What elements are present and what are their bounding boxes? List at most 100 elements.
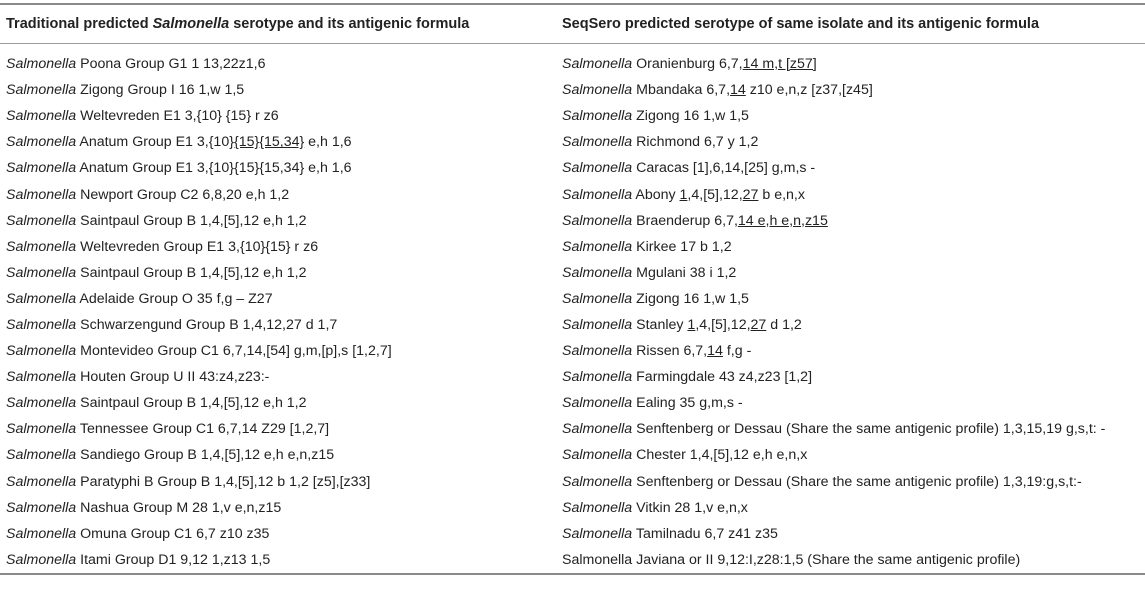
seqsero-serotype-cell: Salmonella Zigong 16 1,w 1,5 — [556, 103, 1145, 129]
header-seqsero-text: SeqSero predicted serotype of same isola… — [562, 16, 1040, 32]
genus-name: Salmonella — [6, 525, 77, 542]
traditional-serotype-cell: Salmonella Itami Group D1 9,12 1,z13 1,5 — [0, 547, 556, 573]
genus-name: Salmonella — [6, 264, 77, 281]
formula-text: z10 e,n,z [z37,[z45] — [745, 82, 873, 99]
underlined-antigen: 14 e,h e,n,z15 — [737, 212, 828, 229]
underlined-antigen: 27 — [742, 186, 759, 203]
table-row: Salmonella Saintpaul Group B 1,4,[5],12 … — [0, 390, 1145, 416]
formula-text: Zigong 16 1,w 1,5 — [632, 108, 749, 125]
seqsero-serotype-cell: Salmonella Javiana or II 9,12:I,z28:1,5 … — [556, 547, 1145, 573]
formula-text: Stanley — [632, 316, 688, 333]
formula-text: Tamilnadu 6,7 z41 z35 — [632, 525, 778, 542]
genus-name: Salmonella — [562, 212, 633, 229]
table-row: Salmonella Anatum Group E1 3,{10}{15}{15… — [0, 155, 1145, 181]
formula-text: Houten Group U II 43:z4,z23:- — [76, 369, 270, 386]
formula-text: Chester 1,4,[5],12 e,h e,n,x — [632, 447, 808, 464]
formula-text: ,4,[5],12, — [695, 316, 751, 333]
formula-text: Oranienburg 6,7, — [632, 56, 743, 73]
traditional-serotype-cell: Salmonella Schwarzengund Group B 1,4,12,… — [0, 312, 556, 338]
formula-text: Ealing 35 g,m,s - — [632, 395, 743, 412]
genus-name: Salmonella — [6, 108, 77, 125]
genus-name: Salmonella — [6, 499, 77, 516]
table-row: Salmonella Tennessee Group C1 6,7,14 Z29… — [0, 416, 1145, 442]
serotype-comparison-table: Traditional predicted Salmonella serotyp… — [0, 3, 1145, 575]
genus-name: Salmonella — [6, 447, 77, 464]
formula-text: ,4,[5],12, — [687, 186, 743, 203]
genus-name: Salmonella — [562, 343, 633, 360]
formula-text: Anatum Group E1 3,{10} — [76, 134, 234, 151]
seqsero-serotype-cell: Salmonella Braenderup 6,7,14 e,h e,n,z15 — [556, 208, 1145, 234]
formula-text: e,h 1,6 — [304, 134, 352, 151]
formula-text: Montevideo Group C1 6,7,14,[54] g,m,[p],… — [76, 343, 392, 360]
genus-name: Salmonella — [562, 316, 633, 333]
formula-text: Saintpaul Group B 1,4,[5],12 e,h 1,2 — [76, 395, 307, 412]
table-row: Salmonella Newport Group C2 6,8,20 e,h 1… — [0, 181, 1145, 207]
formula-text: Saintpaul Group B 1,4,[5],12 e,h 1,2 — [76, 212, 307, 229]
table-row: Salmonella Montevideo Group C1 6,7,14,[5… — [0, 338, 1145, 364]
genus-name: Salmonella — [6, 290, 77, 307]
formula-text: Itami Group D1 9,12 1,z13 1,5 — [76, 551, 271, 568]
traditional-serotype-cell: Salmonella Anatum Group E1 3,{10}{15}{15… — [0, 129, 556, 155]
traditional-serotype-cell: Salmonella Weltevreden E1 3,{10} {15} r … — [0, 103, 556, 129]
formula-text: d 1,2 — [766, 316, 802, 333]
seqsero-serotype-cell: Salmonella Senftenberg or Dessau (Share … — [556, 469, 1145, 495]
table-row: Salmonella Houten Group U II 43:z4,z23:-… — [0, 364, 1145, 390]
table-row: Salmonella Itami Group D1 9,12 1,z13 1,5… — [0, 547, 1145, 573]
formula-text: Omuna Group C1 6,7 z10 z35 — [76, 525, 270, 542]
seqsero-serotype-cell: Salmonella Caracas [1],6,14,[25] g,m,s - — [556, 155, 1145, 181]
table-row: Salmonella Adelaide Group O 35 f,g – Z27… — [0, 286, 1145, 312]
formula-text: Senftenberg or Dessau (Share the same an… — [632, 473, 1082, 490]
genus-name: Salmonella — [562, 238, 633, 255]
genus-name: Salmonella — [562, 473, 633, 490]
genus-name: Salmonella — [562, 447, 633, 464]
formula-text: Caracas [1],6,14,[25] g,m,s - — [632, 160, 816, 177]
seqsero-serotype-cell: Salmonella Oranienburg 6,7,14 m,t [z57] — [556, 44, 1145, 77]
formula-text: Vitkin 28 1,v e,n,x — [632, 499, 748, 516]
header-traditional-text-pre: Traditional predicted — [6, 16, 153, 32]
traditional-serotype-cell: Salmonella Poona Group G1 1 13,22z1,6 — [0, 44, 556, 77]
formula-text: Braenderup 6,7, — [632, 212, 738, 229]
header-row: Traditional predicted Salmonella serotyp… — [0, 5, 1145, 43]
genus-name: Salmonella — [6, 369, 77, 386]
seqsero-serotype-cell: Salmonella Kirkee 17 b 1,2 — [556, 234, 1145, 260]
genus-name: Salmonella — [562, 525, 633, 542]
traditional-serotype-cell: Salmonella Saintpaul Group B 1,4,[5],12 … — [0, 390, 556, 416]
genus-name: Salmonella — [562, 290, 633, 307]
seqsero-serotype-cell: Salmonella Tamilnadu 6,7 z41 z35 — [556, 521, 1145, 547]
formula-text: Abony — [632, 186, 680, 203]
formula-text: Newport Group C2 6,8,20 e,h 1,2 — [76, 186, 290, 203]
formula-text: Weltevreden Group E1 3,{10}{15} r z6 — [76, 238, 319, 255]
genus-name: Salmonella — [562, 499, 633, 516]
header-traditional-genus: Salmonella — [152, 16, 230, 32]
traditional-serotype-cell: Salmonella Anatum Group E1 3,{10}{15}{15… — [0, 155, 556, 181]
genus-name: Salmonella — [562, 134, 633, 151]
genus-name: Salmonella — [562, 186, 633, 203]
traditional-serotype-cell: Salmonella Adelaide Group O 35 f,g – Z27 — [0, 286, 556, 312]
formula-text: Kirkee 17 b 1,2 — [632, 238, 732, 255]
underlined-antigen: {15,34} — [259, 134, 305, 151]
seqsero-serotype-cell: Salmonella Chester 1,4,[5],12 e,h e,n,x — [556, 442, 1145, 468]
underlined-antigen: 1 — [679, 186, 688, 203]
seqsero-serotype-cell: Salmonella Richmond 6,7 y 1,2 — [556, 129, 1145, 155]
table-bottom-rule — [0, 572, 1145, 575]
underlined-antigen: 14 m,t [z57] — [742, 56, 817, 73]
formula-text: f,g - — [722, 343, 752, 360]
genus-name: Salmonella — [6, 134, 77, 151]
formula-text: Zigong Group I 16 1,w 1,5 — [76, 82, 245, 99]
genus-name: Salmonella — [6, 160, 77, 177]
table-row: Salmonella Nashua Group M 28 1,v e,n,z15… — [0, 495, 1145, 521]
genus-name: Salmonella — [562, 108, 633, 125]
table-row: Salmonella Paratyphi B Group B 1,4,[5],1… — [0, 469, 1145, 495]
formula-text: Tennessee Group C1 6,7,14 Z29 [1,2,7] — [76, 421, 330, 438]
table-row: Salmonella Weltevreden Group E1 3,{10}{1… — [0, 234, 1145, 260]
genus-name: Salmonella — [6, 82, 77, 99]
formula-text: Richmond 6,7 y 1,2 — [632, 134, 759, 151]
table-header: Traditional predicted Salmonella serotyp… — [0, 5, 1145, 43]
formula-text: Sandiego Group B 1,4,[5],12 e,h e,n,z15 — [76, 447, 335, 464]
formula-text: Rissen 6,7, — [632, 343, 708, 360]
genus-name: Salmonella — [6, 421, 77, 438]
formula-text: Zigong 16 1,w 1,5 — [632, 290, 749, 307]
genus-name: Salmonella — [562, 264, 633, 281]
formula-text: Weltevreden E1 3,{10} {15} r z6 — [76, 108, 279, 125]
seqsero-serotype-cell: Salmonella Vitkin 28 1,v e,n,x — [556, 495, 1145, 521]
